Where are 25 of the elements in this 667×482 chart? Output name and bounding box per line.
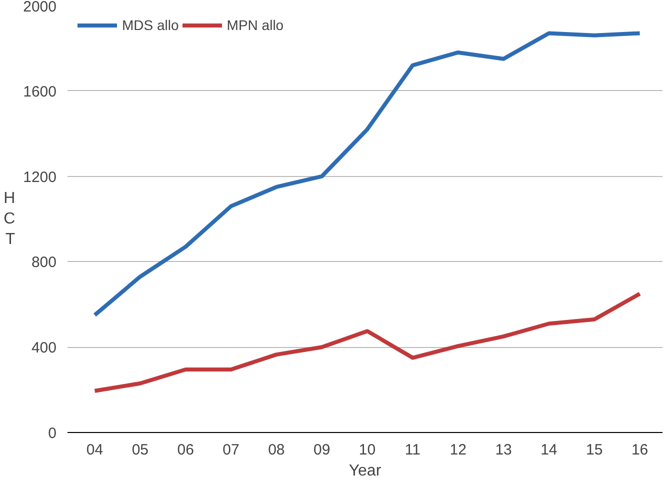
legend-label: MDS allo (122, 17, 179, 33)
x-tick-label: 16 (631, 442, 648, 458)
x-tick-label: 06 (177, 442, 194, 458)
x-axis-title: Year (348, 462, 382, 480)
x-tick-label: 08 (268, 442, 285, 458)
y-tick-label: 0 (48, 425, 56, 442)
x-tick-label: 14 (540, 442, 558, 458)
y-tick-label: 1200 (23, 168, 57, 186)
x-tick-label: 13 (495, 442, 512, 458)
line-series (92, 292, 642, 393)
y-tick-label: 400 (31, 340, 57, 357)
y-tick-label: 1600 (23, 83, 57, 100)
y-tick-label: 800 (31, 254, 57, 272)
x-tick-label: 07 (222, 442, 240, 458)
y-tick-label: 2000 (23, 0, 57, 16)
line-series (92, 31, 642, 318)
x-tick-label: 05 (132, 442, 149, 458)
x-tick-label: 10 (358, 442, 376, 458)
x-tick-label: 09 (314, 442, 330, 458)
x-tick-label: 12 (450, 442, 466, 458)
x-tick-label: 04 (86, 442, 104, 458)
y-axis-title: HCT (4, 190, 16, 248)
x-tick-label: 15 (586, 442, 603, 458)
legend-label: MPN allo (226, 17, 284, 33)
x-tick-label: 11 (404, 442, 420, 458)
